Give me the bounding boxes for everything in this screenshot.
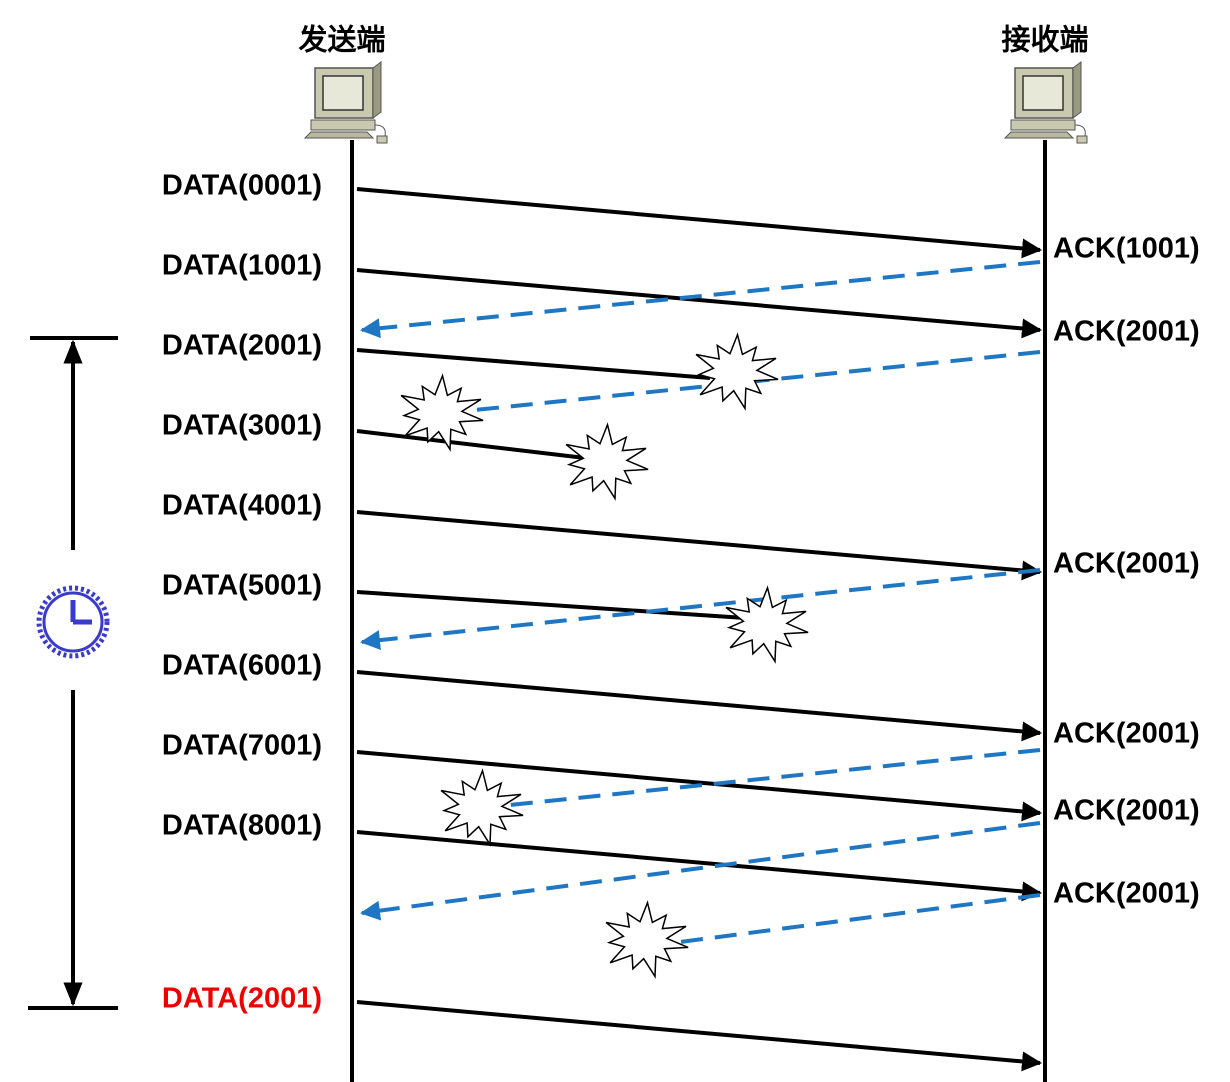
ack-label: ACK(2001) (1053, 718, 1200, 750)
screen (323, 76, 363, 110)
packet-loss-burst (696, 335, 778, 409)
data-arrow (357, 189, 1040, 250)
packet-loss-burst (606, 903, 688, 977)
monitor-side (373, 62, 381, 118)
ack-arrow (680, 895, 1040, 942)
data-packet-label: DATA(8001) (162, 810, 322, 842)
data-arrow (357, 832, 1040, 893)
sender-label: 发送端 (297, 24, 385, 57)
data-packet-label: DATA(7001) (162, 730, 322, 762)
data-packet-label: DATA(0001) (162, 170, 322, 202)
ack-arrow (362, 823, 1040, 913)
cable (375, 125, 385, 136)
data-packet-label: DATA(6001) (162, 650, 322, 682)
ack-label: ACK(2001) (1053, 316, 1200, 348)
screen (1023, 76, 1063, 110)
base (1011, 120, 1075, 130)
computer-icon (305, 62, 387, 143)
cable (1075, 125, 1085, 136)
data-packet-label: DATA(3001) (162, 410, 322, 442)
ack-label: ACK(2001) (1053, 795, 1200, 827)
ack-label: ACK(1001) (1053, 233, 1200, 265)
ack-label: ACK(2001) (1053, 548, 1200, 580)
data-arrow (357, 350, 710, 378)
mouse (1077, 136, 1087, 143)
mouse (377, 136, 387, 143)
data-packet-label: DATA(2001) (162, 330, 322, 362)
data-arrow (357, 1002, 1040, 1063)
data-packet-label: DATA(5001) (162, 570, 322, 602)
computer-icon (1005, 62, 1087, 143)
receiver-label: 接收端 (1001, 24, 1088, 57)
base (311, 120, 375, 130)
timeout-bracket (28, 338, 118, 1008)
data-arrow (357, 512, 1040, 572)
data-arrow (357, 592, 745, 618)
packet-loss-burst (726, 588, 808, 662)
data-packet-label: DATA(2001) (162, 983, 322, 1015)
data-arrow (357, 431, 585, 458)
keyboard (1005, 132, 1073, 138)
ack-arrow (510, 750, 1040, 805)
data-packet-label: DATA(1001) (162, 250, 322, 282)
packet-loss-burst (441, 771, 523, 845)
data-arrow (357, 672, 1040, 733)
data-packet-label: DATA(4001) (162, 490, 322, 522)
clock-icon (39, 588, 107, 656)
packet-loss-burst (566, 425, 648, 499)
ack-arrow (362, 570, 1040, 642)
diagram: 发送端 接收端 DATA(0001) DATA(1001) DATA(2001) DA… (0, 0, 1230, 1082)
monitor-side (1073, 62, 1081, 118)
ack-label: ACK(2001) (1053, 878, 1200, 910)
keyboard (305, 132, 373, 138)
